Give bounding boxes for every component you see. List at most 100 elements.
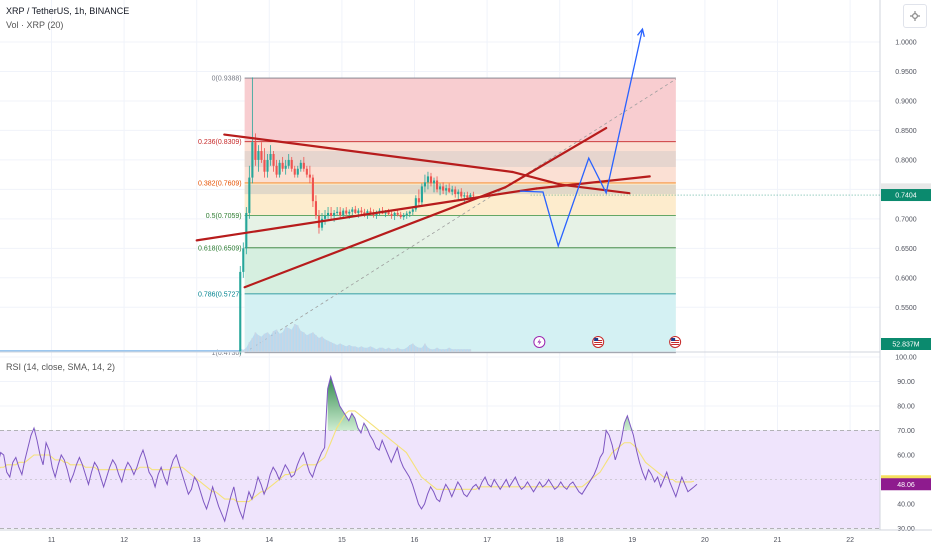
fib-level-label: 0.236(0.8309) xyxy=(198,139,242,146)
us-flag-icon[interactable] xyxy=(592,336,605,348)
volume-bar xyxy=(336,345,338,352)
price-zone-box xyxy=(244,184,676,195)
candle-body xyxy=(293,168,296,175)
candle-body xyxy=(408,211,411,214)
volume-bar xyxy=(396,347,399,352)
volume-bar xyxy=(354,346,357,352)
fib-band xyxy=(244,247,676,294)
settings-icon xyxy=(910,11,920,21)
fib-band xyxy=(244,78,676,142)
time-axis-tick: 16 xyxy=(411,537,419,544)
fib-band xyxy=(244,141,676,183)
rsi-overbought-fill xyxy=(33,376,634,431)
volume-bar xyxy=(357,347,360,352)
volume-bar xyxy=(315,335,317,352)
volume-bar xyxy=(348,345,351,352)
us-flag-icon[interactable] xyxy=(669,336,682,348)
volume-bar xyxy=(245,347,248,352)
trend-line xyxy=(195,199,456,242)
volume-bar xyxy=(424,343,426,352)
volume-bar xyxy=(254,332,257,352)
volume-bar xyxy=(402,349,405,352)
candle-body xyxy=(472,194,475,196)
candle-body xyxy=(299,162,302,169)
volume-bar xyxy=(421,347,423,352)
volume-bar xyxy=(248,342,251,352)
candle-body xyxy=(302,162,305,169)
candle-body xyxy=(323,215,327,219)
volume-bar xyxy=(439,349,441,352)
candle-body xyxy=(284,165,287,169)
candle-body xyxy=(414,198,417,210)
volume-bar xyxy=(251,338,254,352)
volume-bar xyxy=(272,331,275,352)
price-axis-tick: 0.9500 xyxy=(895,69,917,76)
volume-bar xyxy=(369,346,372,352)
rsi-axis-tick: 70.00 xyxy=(897,428,915,435)
volume-bar xyxy=(372,347,375,352)
candle-body xyxy=(460,191,463,197)
candle-body xyxy=(269,154,272,160)
candle-body xyxy=(402,215,405,218)
rsi-axis-tick: 40.00 xyxy=(897,502,915,509)
candle-body xyxy=(360,210,363,213)
candle-body xyxy=(442,186,445,191)
candle-body xyxy=(390,214,393,216)
volume-bar xyxy=(387,347,390,352)
candle-body xyxy=(426,176,430,183)
candle-body xyxy=(248,177,251,213)
candle-body xyxy=(263,159,266,172)
chart-title: XRP / TetherUS, 1h, BINANCE xyxy=(6,6,130,16)
volume-bar xyxy=(342,345,344,352)
time-axis-tick: 17 xyxy=(483,537,491,544)
candle-body xyxy=(387,211,390,215)
candle-body xyxy=(366,211,369,215)
volume-bar xyxy=(263,333,266,352)
candle-body xyxy=(451,189,454,192)
candle-body xyxy=(320,218,324,228)
volume-bar xyxy=(415,346,417,352)
fib-level-label: 0.5(0.7059) xyxy=(206,213,242,220)
candle-body xyxy=(435,180,439,190)
volume-bar xyxy=(321,336,323,352)
time-axis-tick: 22 xyxy=(846,537,854,544)
candle-body xyxy=(463,195,466,197)
volume-bar xyxy=(433,349,435,352)
volume-bar xyxy=(390,349,393,352)
fib-trend-dashed-line xyxy=(244,78,677,354)
fib-level-label: 0(0.9388) xyxy=(212,76,242,83)
volume-bar xyxy=(318,338,320,352)
rsi-indicator-label: RSI (14, close, SMA, 14, 2) xyxy=(6,362,116,372)
volume-bar xyxy=(454,349,457,352)
candle-body xyxy=(314,201,318,216)
volume-bar xyxy=(457,349,460,352)
volume-bar xyxy=(466,349,469,352)
volume-bar xyxy=(448,347,450,352)
candle-body xyxy=(333,212,336,216)
candle-body xyxy=(305,168,308,175)
volume-bar xyxy=(408,345,411,352)
volume-bar xyxy=(324,339,326,352)
volume-bar xyxy=(427,347,429,352)
volume-bar xyxy=(384,349,387,352)
candle-body xyxy=(448,188,451,192)
volume-bar xyxy=(260,336,263,352)
volume-bar xyxy=(460,349,463,352)
candle-body xyxy=(466,195,469,198)
volume-bar xyxy=(405,347,408,352)
volume-bar xyxy=(278,333,281,352)
chart-settings-button[interactable] xyxy=(903,4,927,28)
price-axis-tick: 0.8000 xyxy=(895,157,917,164)
price-axis-tick: 0.5500 xyxy=(895,305,917,312)
volume-bar xyxy=(330,342,332,352)
volume-bar xyxy=(300,331,302,352)
candle-body xyxy=(254,142,257,160)
candle-body xyxy=(239,271,242,353)
fib-band xyxy=(244,215,676,248)
price-axis-tick: 1.0000 xyxy=(895,40,917,47)
candle-body xyxy=(251,142,254,178)
candle-body xyxy=(354,209,357,213)
lightning-icon[interactable] xyxy=(533,336,546,348)
candle-body xyxy=(326,212,330,216)
